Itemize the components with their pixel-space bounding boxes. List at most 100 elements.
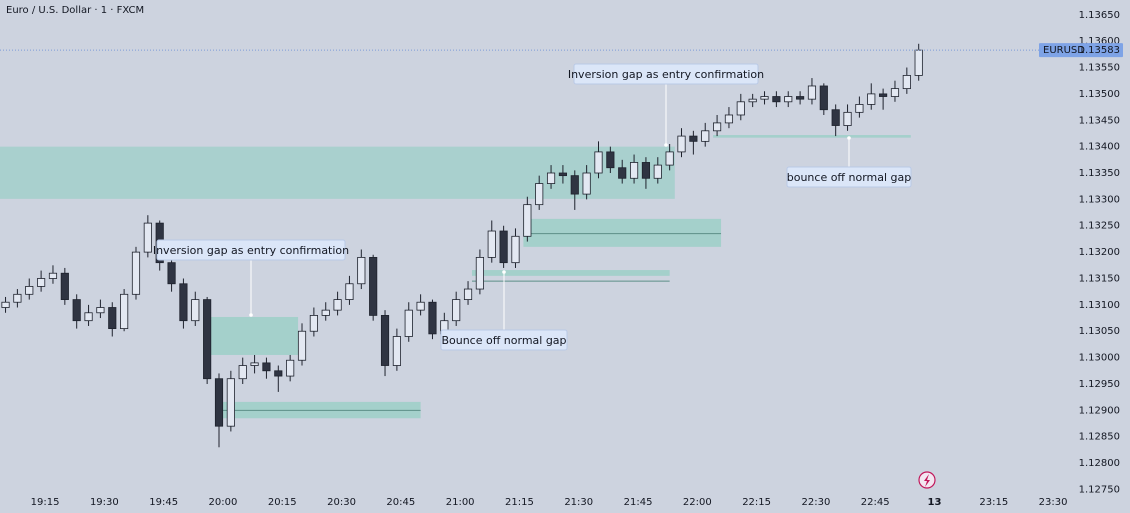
candle-body [369, 256, 378, 316]
candle-body [499, 230, 508, 264]
callout-text: Inversion gap as entry confirmation [153, 244, 349, 257]
callout: Bounce off normal gap [440, 270, 568, 351]
candle [84, 304, 93, 326]
candle-body [618, 167, 627, 179]
candle [392, 328, 401, 371]
candle-body [736, 101, 745, 116]
candle-body [72, 299, 81, 322]
y-tick-label: 1.12850 [1079, 432, 1120, 443]
y-tick-label: 1.12950 [1079, 379, 1120, 390]
candle [13, 289, 22, 308]
candle-body [345, 283, 354, 300]
candle [546, 165, 556, 189]
candle-body [641, 162, 651, 179]
candle-body [416, 301, 425, 311]
callout: Inversion gap as entry confirmation [568, 63, 764, 147]
candle-body [487, 230, 496, 258]
candle-body [582, 172, 591, 195]
candle [131, 246, 141, 300]
x-tick-label: 21:15 [505, 497, 534, 508]
candle [772, 91, 781, 108]
candle-body [463, 288, 473, 300]
x-tick-label: 20:00 [209, 497, 238, 508]
x-tick-label: 20:30 [327, 497, 356, 508]
x-tick-label: 22:45 [861, 497, 890, 508]
y-tick-label: 1.12900 [1079, 405, 1120, 416]
candle [321, 302, 330, 321]
x-tick-label: 20:15 [268, 497, 297, 508]
y-tick-label: 1.13400 [1079, 142, 1120, 153]
candle [748, 93, 757, 108]
candle-body [1, 301, 10, 308]
callout-anchor [249, 313, 253, 317]
y-tick-label: 1.13650 [1079, 10, 1120, 21]
candle-body [214, 378, 224, 427]
x-tick-label: 19:45 [149, 497, 178, 508]
candle [250, 354, 259, 374]
candle [855, 96, 864, 118]
candle [25, 278, 34, 300]
candle-body [784, 96, 793, 103]
candle-body [558, 172, 567, 177]
candle [428, 299, 437, 340]
callout-anchor [664, 143, 668, 147]
candle-body [713, 122, 722, 132]
candle [60, 267, 69, 305]
candle [629, 154, 639, 184]
candle-body [357, 256, 366, 285]
y-tick-label: 1.12750 [1079, 484, 1120, 495]
gap-zone [523, 218, 722, 247]
candle-body [191, 299, 200, 322]
candle [203, 296, 212, 384]
candle [867, 83, 876, 110]
candle [72, 294, 81, 329]
candle [701, 122, 710, 147]
candle-body [286, 359, 295, 377]
candle [262, 357, 271, 379]
x-tick-label: 13 [928, 497, 942, 508]
y-tick-label: 1.13250 [1079, 221, 1120, 232]
candle-body [594, 151, 603, 174]
candle [96, 299, 105, 319]
candle [274, 365, 283, 392]
y-tick-label: 1.12800 [1079, 458, 1120, 469]
candle [677, 128, 686, 158]
symbol-label: EURUSD [1043, 45, 1085, 56]
candle [713, 114, 722, 137]
candle-body [511, 235, 520, 264]
candle [286, 354, 295, 382]
candle [120, 289, 129, 332]
candle [369, 254, 378, 321]
candle-body [772, 96, 781, 103]
candle [1, 296, 10, 313]
callout-box [573, 63, 759, 85]
candle-body [867, 93, 876, 105]
x-tick-label: 23:30 [1039, 497, 1068, 508]
y-tick-label: 1.13200 [1079, 247, 1120, 258]
candle-body [523, 204, 532, 237]
candle [416, 294, 425, 316]
candle-body [819, 85, 828, 111]
candle [380, 310, 390, 377]
candle [665, 143, 674, 171]
y-tick-label: 1.13500 [1079, 89, 1120, 100]
candle-body [665, 151, 674, 166]
candle-body [108, 307, 117, 330]
candle [890, 80, 900, 102]
candle [37, 270, 46, 292]
candle-body [96, 307, 105, 314]
candle [879, 88, 888, 110]
candle-body [748, 98, 757, 103]
candle-body [48, 272, 58, 279]
candle-body [297, 330, 307, 361]
replay-icon[interactable] [918, 471, 936, 489]
candle-body [760, 96, 769, 100]
candle-body [724, 114, 734, 124]
candle [902, 67, 911, 94]
candle-body [179, 283, 188, 322]
callout: bounce off normal gap [786, 136, 912, 188]
y-tick-label: 1.13550 [1079, 63, 1120, 74]
callout-text: Bounce off normal gap [441, 334, 566, 347]
candle [558, 165, 567, 184]
candle [191, 291, 200, 326]
